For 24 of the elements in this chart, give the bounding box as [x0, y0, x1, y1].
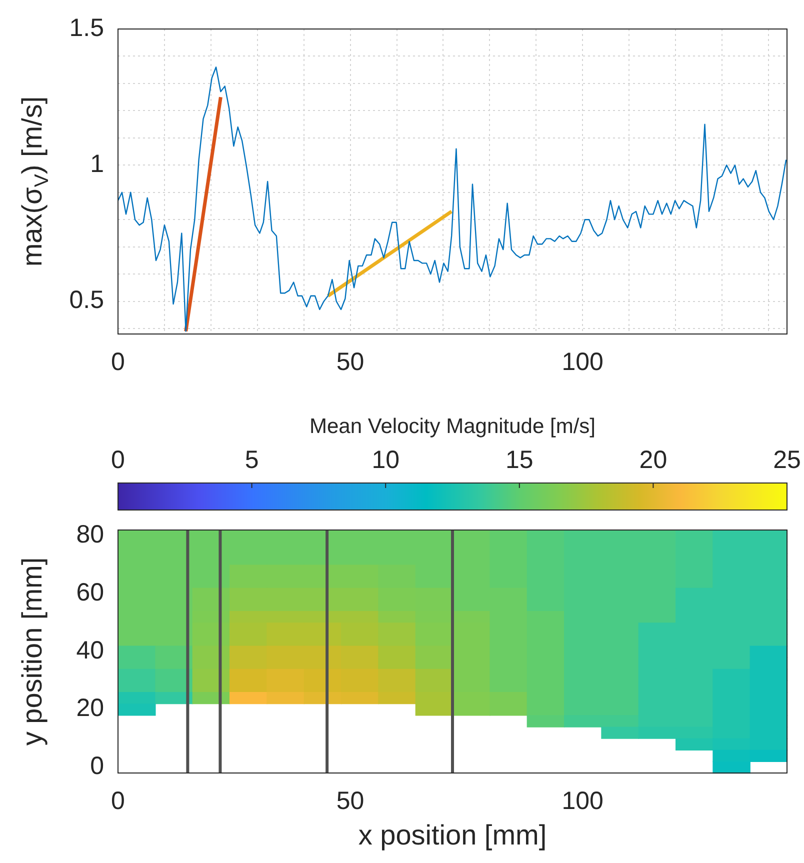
x-tick-label: 0: [111, 786, 125, 815]
color-bar-label: 5: [244, 446, 259, 474]
y-tick-label: 20: [76, 694, 104, 722]
y-tick-label: 80: [76, 520, 104, 549]
x-tick-label: 100: [562, 348, 604, 376]
x-tick-label: 50: [336, 348, 364, 376]
color-bar-title: Mean Velocity Magnitude [m/s]: [310, 414, 596, 438]
color-bar-label: 20: [639, 446, 668, 474]
y-tick-label: 1.5: [69, 14, 104, 42]
color-bar-label: 10: [372, 446, 400, 474]
x-axis-title: x position [mm]: [358, 820, 547, 851]
x-tick-label: 0: [111, 348, 125, 376]
y-axis-title: max(σV) [m/s]: [16, 96, 53, 267]
color-bar-label: 25: [773, 446, 801, 474]
x-tick-label: 100: [562, 786, 604, 815]
color-bar-label: 15: [505, 446, 534, 474]
y-tick-label: 0: [90, 752, 104, 780]
y-tick-label: 1: [90, 150, 104, 178]
color-bar-label: 0: [111, 446, 125, 474]
y-tick-label: 60: [76, 578, 104, 607]
y-tick-label: 0.5: [69, 286, 104, 314]
y-axis-title: y position [mm]: [16, 557, 48, 746]
x-tick-label: 50: [336, 786, 364, 815]
y-tick-label: 40: [76, 636, 104, 664]
